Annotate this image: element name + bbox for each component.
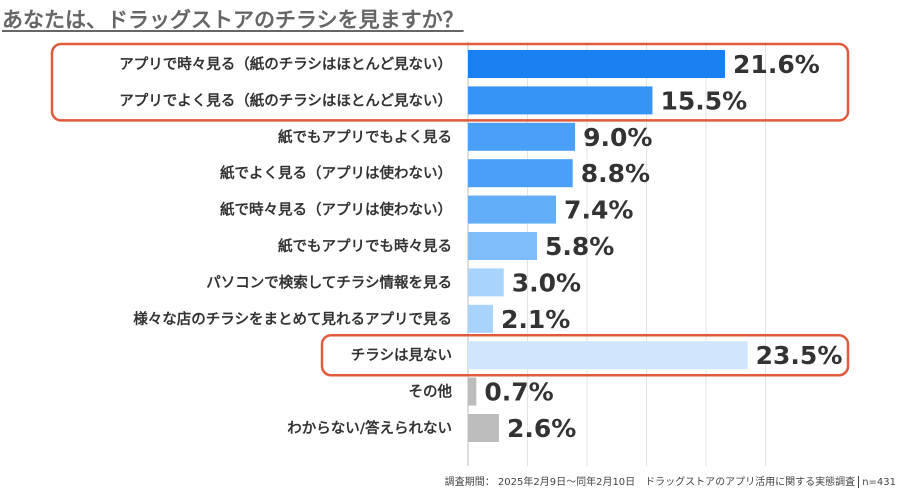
value-label: 15.5% xyxy=(660,86,747,115)
category-label: 紙でよく見る（アプリは使わない） xyxy=(220,164,452,182)
category-label: 様々な店のチラシをまとめて見れるアプリで見る xyxy=(133,310,452,328)
sample-size: n=431 xyxy=(862,477,896,488)
category-label: わからない/答えられない xyxy=(287,419,452,437)
category-label: パソコンで検索してチラシ情報を見る xyxy=(206,273,452,291)
highlight-box xyxy=(50,42,850,122)
value-label: 0.7% xyxy=(484,378,553,407)
bar xyxy=(468,414,499,442)
category-label: アプリで時々見る（紙のチラシはほとんど見ない） xyxy=(119,55,452,73)
category-label: その他 xyxy=(409,383,453,401)
value-label: 5.8% xyxy=(545,232,614,261)
value-label: 8.8% xyxy=(581,159,650,188)
value-label: 23.5% xyxy=(756,341,843,370)
bar xyxy=(468,86,653,115)
bar xyxy=(468,195,557,224)
value-label: 21.6% xyxy=(733,50,820,79)
bar xyxy=(468,377,477,406)
survey-period-note: 調査期間： 2025年2月9日〜同年2月10日 ドラッグストアのアプリ活用に関す… xyxy=(444,477,856,488)
category-label: 紙でもアプリでも時々見る xyxy=(278,237,452,255)
value-label: 7.4% xyxy=(564,196,633,225)
category-label: チラシは見ない xyxy=(351,347,452,364)
bar xyxy=(468,159,573,188)
value-label: 2.6% xyxy=(507,414,576,443)
category-label: 紙でもアプリでもよく見る xyxy=(278,128,452,146)
survey-footnote: 調査期間： 2025年2月9日〜同年2月10日 ドラッグストアのアプリ活用に関す… xyxy=(445,473,896,488)
bar xyxy=(468,268,504,297)
bar xyxy=(468,50,726,78)
chart-title: あなたは、ドラッグストアのチラシを見ますか？ xyxy=(2,8,464,32)
value-label: 2.1% xyxy=(501,305,570,334)
value-label: 3.0% xyxy=(512,268,581,297)
bar xyxy=(468,122,576,151)
bar xyxy=(468,304,493,333)
bar xyxy=(468,232,538,260)
footnote-separator xyxy=(858,476,860,488)
value-label: 9.0% xyxy=(583,123,652,152)
category-label: 紙で時々見る（アプリは使わない） xyxy=(220,201,452,219)
highlight-box xyxy=(320,333,850,377)
bar xyxy=(468,341,748,370)
category-label: アプリでよく見る（紙のチラシはほとんど見ない） xyxy=(119,91,452,109)
